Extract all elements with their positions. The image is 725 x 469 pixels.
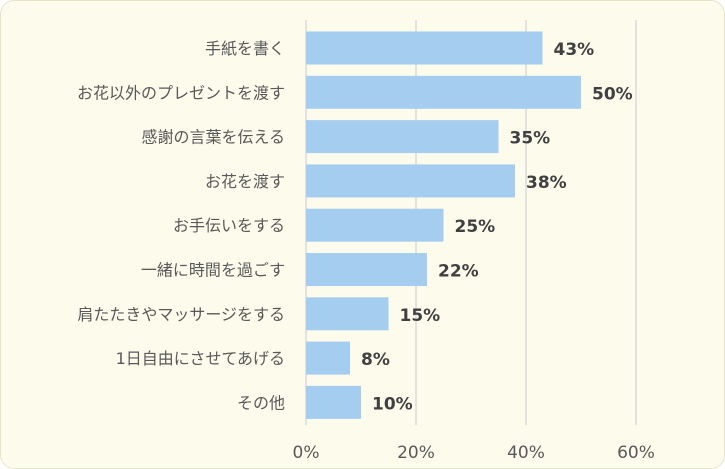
x-tick-label: 60% (617, 443, 655, 463)
category-label: 肩たたきやマッサージをする (77, 305, 285, 324)
category-label: 一緒に時間を過ごす (141, 261, 285, 280)
bar (306, 341, 350, 375)
category-label: 手紙を書く (205, 39, 285, 58)
data-label: 35% (510, 129, 551, 149)
bar (306, 75, 581, 109)
data-label: 8% (361, 350, 390, 370)
bar (306, 164, 515, 198)
x-tick-label: 20% (397, 443, 435, 463)
category-label: 感謝の言葉を伝える (141, 128, 285, 147)
category-label: お花以外のプレゼントを渡す (77, 83, 285, 102)
data-label: 22% (438, 262, 479, 282)
bar (306, 297, 389, 331)
bar (306, 253, 427, 286)
category-label: お花を渡す (205, 172, 285, 191)
data-label: 15% (400, 306, 441, 326)
x-tick-label: 0% (293, 443, 320, 463)
data-label: 50% (592, 84, 633, 104)
data-label: 10% (372, 394, 413, 414)
data-label: 25% (455, 217, 496, 237)
x-tick-label: 40% (507, 443, 545, 463)
bar (306, 208, 444, 242)
category-label: その他 (237, 393, 285, 412)
category-label: お手伝いをする (173, 216, 285, 235)
data-label: 43% (554, 40, 595, 60)
category-label: 1日自由にさせてあげる (116, 349, 285, 368)
bar (306, 120, 499, 154)
bar (306, 385, 361, 419)
bar (306, 31, 543, 65)
data-label: 38% (526, 173, 567, 193)
